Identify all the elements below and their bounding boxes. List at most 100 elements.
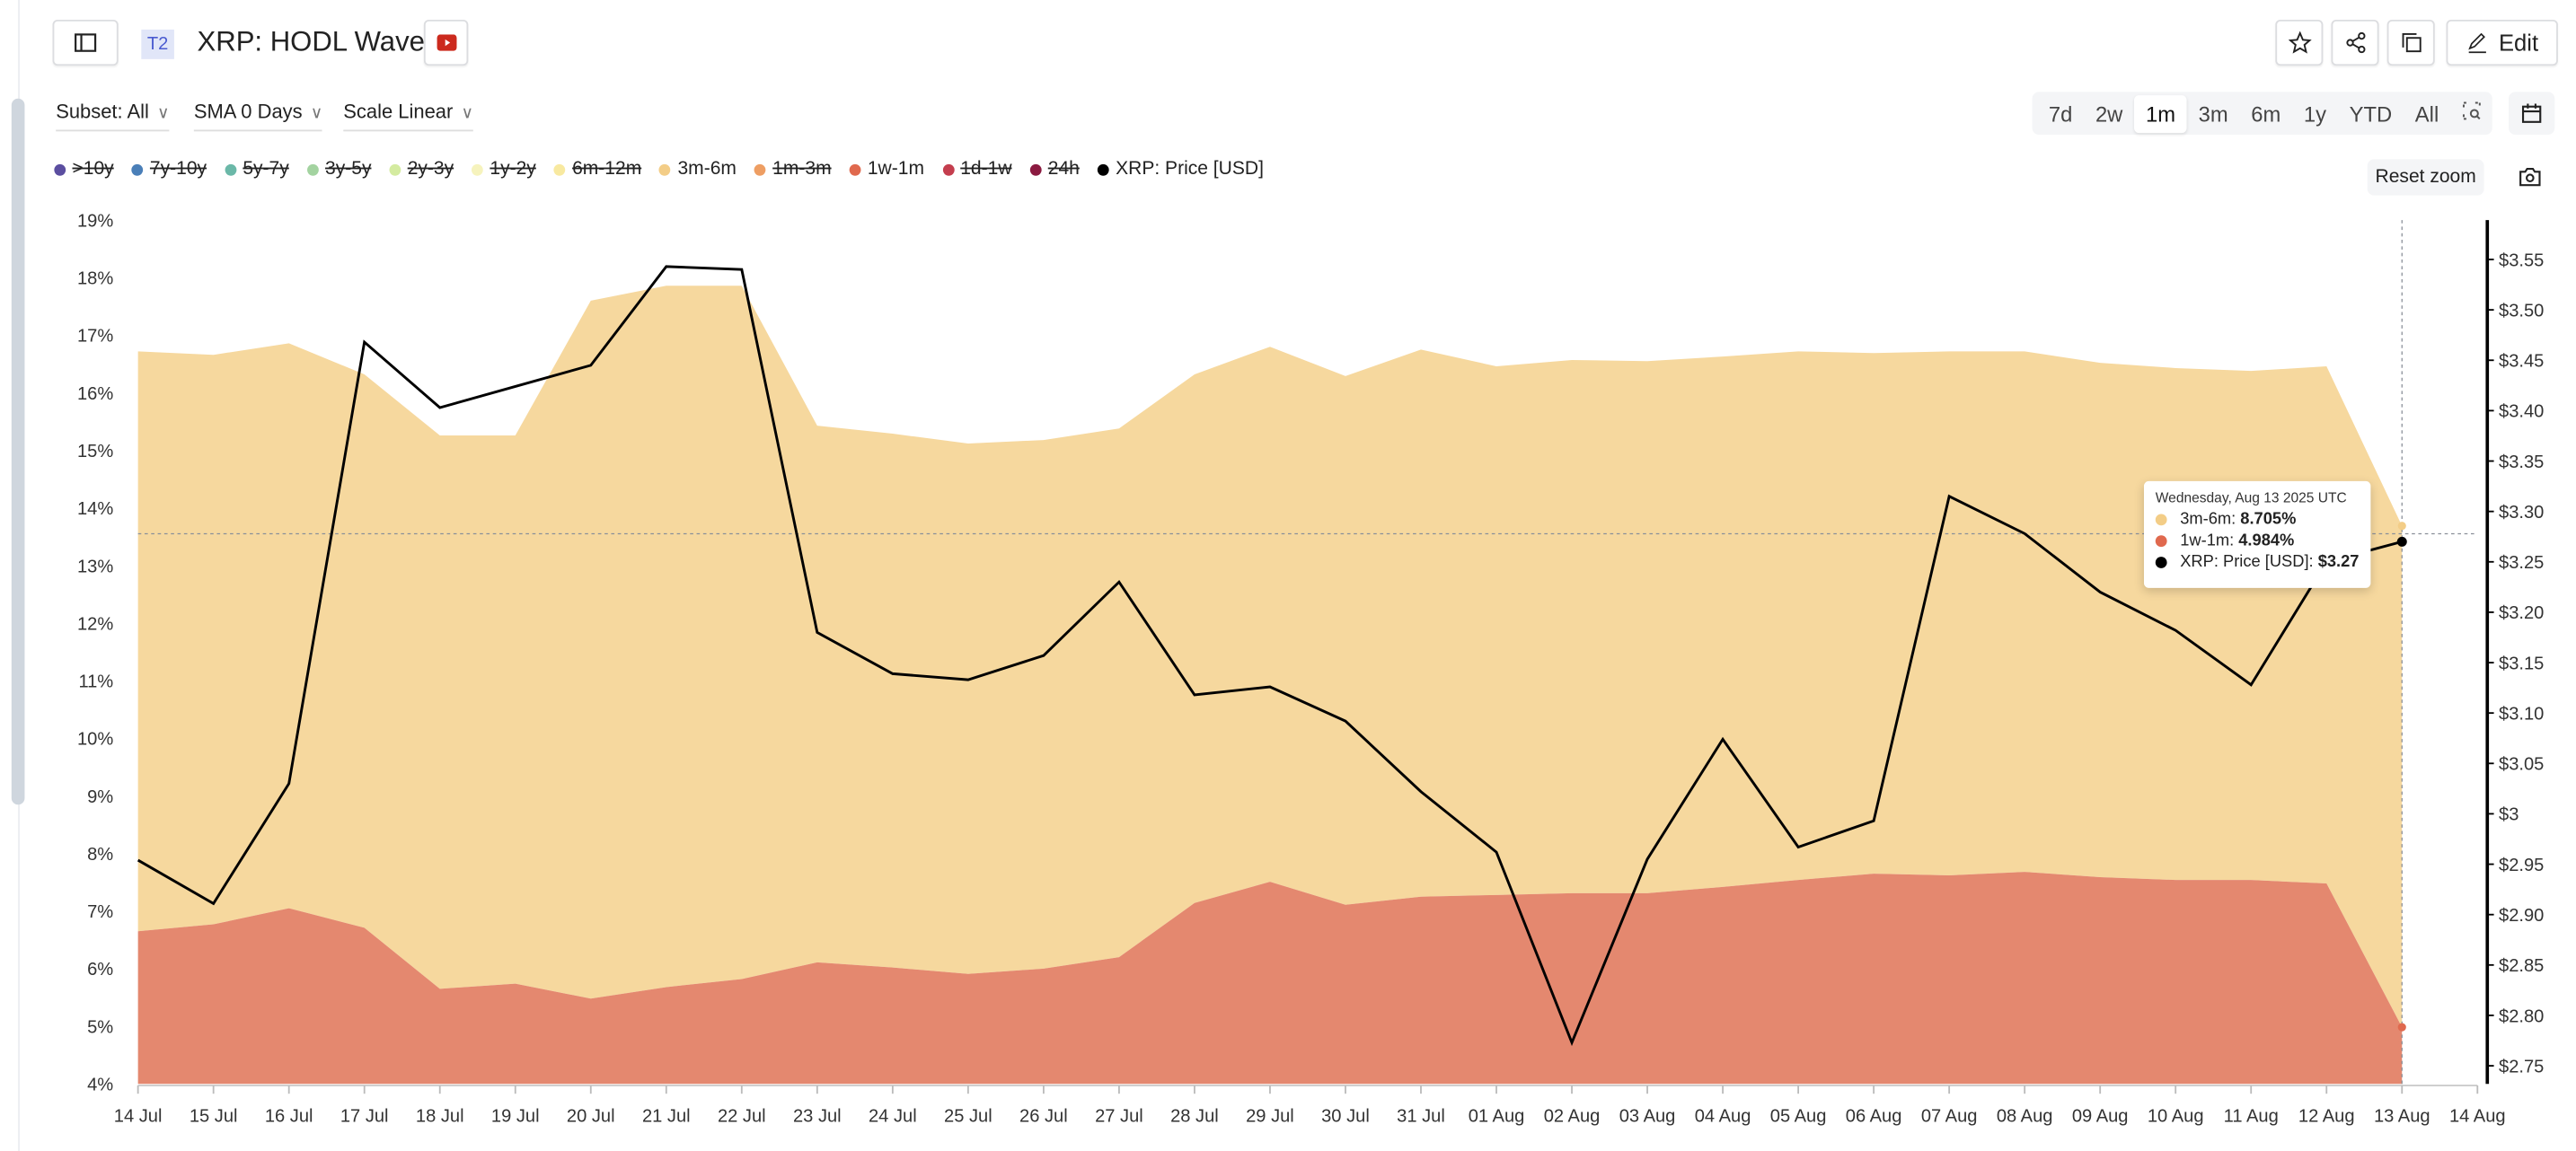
legend-label: 3m-6m bbox=[677, 159, 737, 180]
y-left-tick-label: 7% bbox=[87, 902, 113, 922]
range-1y[interactable]: 1y bbox=[2303, 101, 2327, 126]
youtube-button[interactable] bbox=[423, 19, 469, 66]
legend-dot bbox=[1029, 163, 1042, 175]
screenshot-button[interactable] bbox=[2519, 166, 2542, 196]
y-right-tick-label: $3.50 bbox=[2499, 301, 2544, 321]
legend-dot bbox=[472, 163, 484, 175]
x-tick-label: 06 Aug bbox=[1846, 1106, 1902, 1126]
tooltip-value: 4.984% bbox=[2238, 532, 2295, 550]
reset-zoom-button[interactable]: Reset zoom bbox=[2367, 159, 2484, 196]
chart-tooltip: Wednesday, Aug 13 2025 UTC 3m-6m: 8.705%… bbox=[2143, 480, 2371, 588]
legend-label: 1m-3m bbox=[772, 159, 832, 180]
legend-label: 24h bbox=[1047, 159, 1080, 180]
y-right-tick-label: $2.80 bbox=[2499, 1006, 2544, 1026]
sma-label: SMA 0 Days bbox=[193, 100, 303, 124]
x-tick-label: 07 Aug bbox=[1921, 1106, 1978, 1126]
tooltip-value: 8.705% bbox=[2240, 510, 2297, 529]
legend-item[interactable]: 2y-3y bbox=[389, 159, 454, 179]
y-right-tick-label: $3.05 bbox=[2499, 755, 2544, 775]
tooltip-dot bbox=[2155, 514, 2167, 526]
marker-3m-6m bbox=[2397, 522, 2406, 531]
x-tick-label: 29 Jul bbox=[1246, 1106, 1294, 1126]
x-tick-label: 30 Jul bbox=[1321, 1106, 1370, 1126]
y-right-tick-label: $3.55 bbox=[2499, 250, 2544, 270]
tier-badge: T2 bbox=[141, 29, 174, 59]
legend-label: 1y-2y bbox=[490, 159, 536, 180]
legend-item[interactable]: 3m-6m bbox=[659, 159, 737, 179]
y-left-tick-label: 18% bbox=[77, 269, 113, 289]
share-button[interactable] bbox=[2331, 19, 2379, 66]
favorite-button[interactable] bbox=[2275, 19, 2324, 66]
y-left-tick-label: 13% bbox=[77, 557, 113, 576]
tooltip-label: 1w-1m: bbox=[2180, 532, 2239, 550]
tooltip-row: XRP: Price [USD]: $3.27 bbox=[2155, 552, 2360, 574]
tooltip-value: $3.27 bbox=[2317, 553, 2360, 572]
x-tick-label: 12 Aug bbox=[2298, 1106, 2355, 1126]
legend-item[interactable]: 6m-12m bbox=[553, 159, 641, 179]
legend-label: >10y bbox=[72, 159, 114, 180]
subset-dropdown[interactable]: Subset: All ∨ bbox=[56, 101, 170, 132]
legend-item[interactable]: 24h bbox=[1029, 159, 1080, 180]
range-1m[interactable]: 1m bbox=[2134, 94, 2187, 133]
scale-label: Scale Linear bbox=[343, 100, 454, 124]
y-right-tick-label: $2.85 bbox=[2499, 956, 2544, 976]
x-tick-label: 10 Aug bbox=[2148, 1106, 2204, 1126]
range-3m[interactable]: 3m bbox=[2198, 101, 2228, 126]
legend-item[interactable]: >10y bbox=[54, 159, 114, 180]
legend-item[interactable]: 7y-10y bbox=[131, 159, 207, 180]
y-left-tick-label: 6% bbox=[87, 960, 113, 980]
legend-dot bbox=[1097, 163, 1109, 175]
sma-dropdown[interactable]: SMA 0 Days ∨ bbox=[193, 100, 323, 132]
marker-1w-1m bbox=[2397, 1023, 2406, 1032]
legend-item[interactable]: 1w-1m bbox=[849, 159, 924, 179]
legend-item[interactable]: 1y-2y bbox=[472, 159, 536, 179]
y-right-tick-label: $3.25 bbox=[2499, 553, 2544, 573]
x-tick-label: 27 Jul bbox=[1095, 1106, 1143, 1126]
legend-dot bbox=[131, 163, 144, 175]
camera-icon bbox=[2519, 168, 2541, 187]
range-ytd[interactable]: YTD bbox=[2349, 101, 2393, 126]
time-range-selector: 7d 2w 1m 3m 6m 1y YTD All bbox=[2032, 92, 2494, 135]
legend-item[interactable]: 1m-3m bbox=[754, 159, 832, 179]
duplicate-button[interactable] bbox=[2386, 19, 2435, 66]
range-2w[interactable]: 2w bbox=[2095, 101, 2123, 126]
legend-label: XRP: Price [USD] bbox=[1116, 159, 1264, 180]
edit-label: Edit bbox=[2498, 29, 2539, 57]
date-picker-button[interactable] bbox=[2509, 92, 2555, 135]
edit-button[interactable]: Edit bbox=[2446, 19, 2558, 66]
legend-dot bbox=[659, 163, 672, 175]
y-right-tick-label: $2.75 bbox=[2499, 1057, 2544, 1076]
y-right-tick-label: $3.15 bbox=[2499, 654, 2544, 673]
y-right-tick-label: $3.40 bbox=[2499, 402, 2544, 422]
legend-item[interactable]: 5y-7y bbox=[225, 159, 289, 179]
y-right-tick-label: $3.30 bbox=[2499, 503, 2544, 523]
x-tick-label: 09 Aug bbox=[2072, 1106, 2129, 1126]
y-right-tick-label: $3 bbox=[2499, 805, 2519, 825]
chevron-down-icon: ∨ bbox=[157, 105, 170, 124]
zoom-select-icon[interactable] bbox=[2450, 93, 2494, 133]
y-right-tick-label: $3.45 bbox=[2499, 352, 2544, 372]
x-tick-label: 18 Jul bbox=[416, 1106, 464, 1126]
legend-item[interactable]: 3y-5y bbox=[306, 159, 371, 179]
x-tick-label: 14 Jul bbox=[114, 1106, 163, 1126]
y-left-tick-label: 12% bbox=[77, 614, 113, 634]
x-tick-label: 21 Jul bbox=[642, 1106, 691, 1126]
x-tick-label: 14 Aug bbox=[2449, 1106, 2506, 1126]
y-left-tick-label: 8% bbox=[87, 845, 113, 865]
range-7d[interactable]: 7d bbox=[2048, 101, 2073, 126]
page-title: XRP: HODL Waves bbox=[197, 26, 439, 58]
legend-label: 7y-10y bbox=[149, 159, 207, 180]
scrollbar[interactable] bbox=[11, 98, 25, 805]
range-6m[interactable]: 6m bbox=[2251, 101, 2281, 126]
legend-item[interactable]: 1d-1w bbox=[942, 159, 1012, 179]
range-all[interactable]: All bbox=[2414, 101, 2439, 126]
legend-item[interactable]: XRP: Price [USD] bbox=[1097, 159, 1264, 180]
y-left-tick-label: 5% bbox=[87, 1017, 113, 1037]
price-line bbox=[137, 265, 2403, 1047]
x-tick-label: 03 Aug bbox=[1619, 1106, 1676, 1126]
y-right-tick-label: $3.35 bbox=[2499, 452, 2544, 472]
sidebar-toggle-button[interactable] bbox=[52, 19, 119, 66]
star-icon bbox=[2288, 31, 2311, 54]
scale-dropdown[interactable]: Scale Linear ∨ bbox=[343, 101, 473, 132]
